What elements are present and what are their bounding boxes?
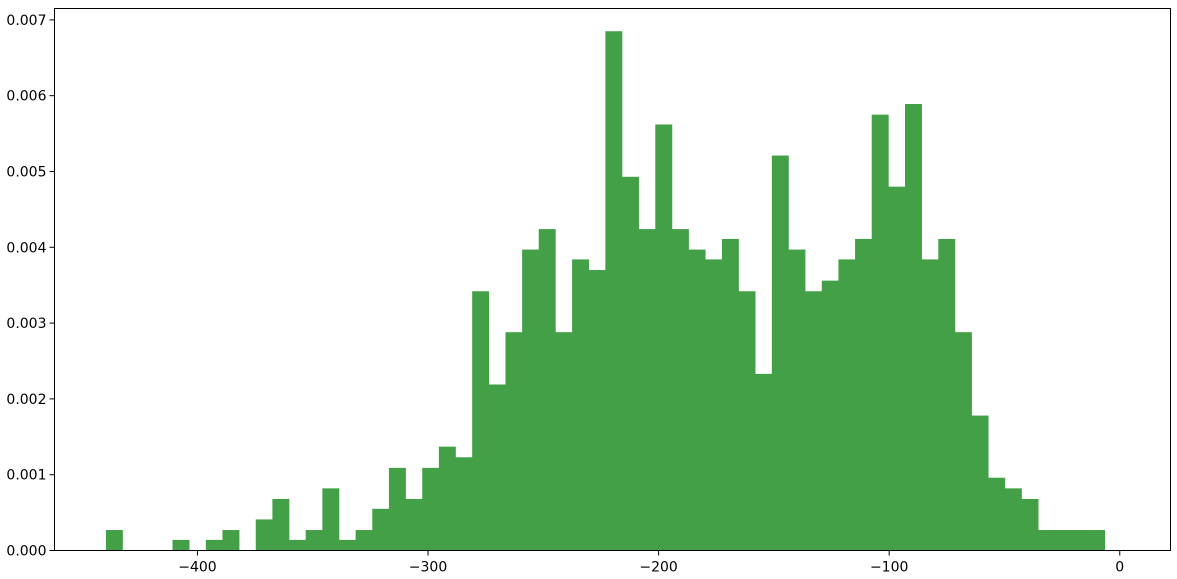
histogram-bar	[705, 259, 723, 551]
histogram-bar	[205, 539, 223, 551]
histogram-bar	[855, 238, 873, 551]
histogram-bar	[488, 384, 506, 551]
histogram-bar	[555, 332, 573, 551]
histogram-bar	[788, 249, 806, 551]
histogram-bar	[771, 155, 789, 551]
x-tick-label: 0	[1115, 560, 1124, 576]
histogram-bar	[572, 259, 590, 551]
histogram-bar	[721, 238, 739, 551]
histogram-bar	[438, 446, 456, 551]
histogram-bar	[322, 488, 340, 551]
histogram-bar	[505, 332, 523, 551]
histogram-bar	[289, 539, 306, 551]
histogram-bar	[1021, 498, 1039, 551]
histogram-bar	[472, 291, 490, 551]
y-tick-label: 0.002	[6, 392, 46, 408]
histogram-bar	[1071, 530, 1089, 551]
y-tick-label: 0.005	[6, 164, 46, 180]
histogram-bar	[622, 176, 639, 551]
y-tick-label: 0.006	[6, 89, 46, 105]
plot-frame	[54, 8, 1171, 551]
x-axis: −400 −300 −200 −100 0	[178, 550, 1124, 576]
histogram-bar	[638, 229, 656, 551]
x-tick-label: −200	[639, 560, 677, 576]
histogram-bar	[455, 457, 473, 551]
y-tick-label: 0.007	[6, 13, 46, 29]
histogram-bar	[405, 498, 423, 551]
histogram-bar	[105, 530, 123, 551]
x-tick-label: −400	[178, 560, 216, 576]
y-tick-label: 0.004	[6, 240, 46, 256]
histogram-bar	[971, 415, 989, 551]
histogram-bar	[805, 291, 823, 551]
histogram-bar	[388, 467, 406, 551]
histogram-bar	[938, 238, 956, 551]
histogram-bar	[255, 519, 273, 551]
histogram-bar	[871, 114, 889, 551]
histogram-bar	[522, 249, 540, 551]
histogram-bar	[538, 229, 556, 551]
x-tick-label: −100	[870, 560, 908, 576]
histogram-bar	[222, 530, 240, 551]
histogram-bar	[272, 498, 290, 551]
histogram-bar	[1038, 530, 1056, 551]
histogram-bar	[921, 259, 939, 551]
histogram-bar	[838, 259, 856, 551]
histogram-bar	[755, 373, 773, 551]
histogram-bar	[905, 104, 922, 551]
histogram-bar	[988, 477, 1006, 551]
histogram-bar	[1004, 488, 1022, 551]
histogram-bar	[338, 539, 356, 551]
histogram-bar	[738, 291, 756, 551]
y-tick-label: 0.001	[6, 468, 46, 484]
x-tick-label: −300	[409, 560, 447, 576]
y-tick-label: 0.003	[6, 316, 46, 332]
histogram-bar	[422, 467, 440, 551]
histogram-bar	[372, 508, 390, 551]
histogram-bar	[655, 124, 673, 551]
histogram-bar	[1054, 530, 1072, 551]
histogram-bar	[1088, 530, 1106, 551]
y-tick-label: 0.000	[6, 544, 46, 560]
histogram-bar	[954, 332, 972, 551]
histogram-bar	[888, 186, 906, 551]
histogram-bar	[688, 249, 706, 551]
bars-group	[105, 31, 1106, 551]
histogram-bar	[355, 530, 373, 551]
y-axis: 0.000 0.001 0.002 0.003 0.004 0.005 0.006 0.007	[6, 13, 55, 560]
histogram-bar	[821, 280, 839, 551]
histogram-bar	[588, 270, 606, 551]
histogram-bar	[172, 539, 190, 551]
histogram-bar	[305, 530, 323, 551]
histogram-bar	[605, 31, 623, 551]
histogram-bar	[671, 229, 689, 551]
